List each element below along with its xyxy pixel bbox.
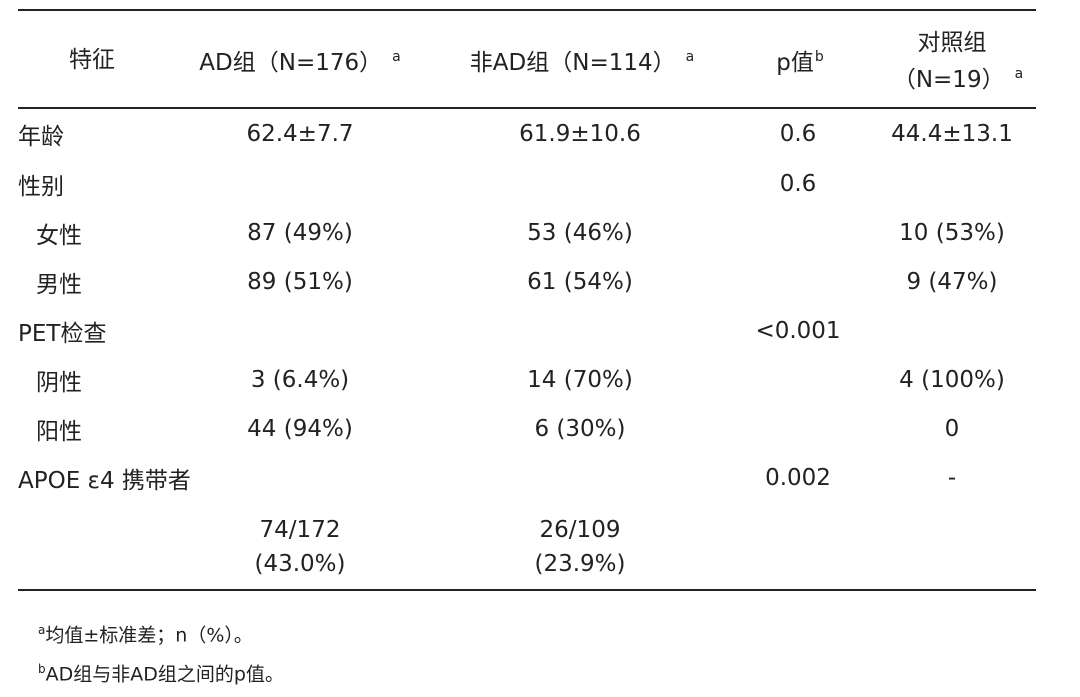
row-label: PET检查 — [18, 321, 107, 347]
cell-line: (23.9%) — [534, 551, 626, 577]
superscript: a — [685, 49, 695, 66]
superscript: a — [1014, 66, 1024, 83]
row-label: 女性 — [36, 223, 82, 249]
top-rule — [18, 9, 1036, 11]
header-text: （N=19） — [892, 66, 1005, 93]
cell: 3 (6.4%) — [250, 367, 350, 393]
cell: 87 (49%) — [247, 220, 353, 246]
footnote-marker: a — [38, 623, 46, 638]
header-text: AD组（N=176） — [199, 49, 383, 76]
footnote: bAD组与非AD组之间的p值。 — [38, 660, 284, 687]
cell: 44 (94%) — [247, 416, 353, 442]
header-cell: 非AD组（N=114） a — [470, 40, 694, 80]
footnote-marker: b — [38, 662, 46, 677]
cell: 74/172 (43.0%) — [254, 513, 345, 581]
cell: 53 (46%) — [527, 220, 633, 246]
row-label: APOE ε4 携带者 — [18, 468, 191, 494]
superscript: a — [392, 49, 401, 66]
cell: 9 (47%) — [906, 269, 998, 295]
cell: 62.4±7.7 — [246, 121, 354, 147]
header-cell: 特征 — [69, 47, 115, 73]
header-cell: 对照组 — [917, 30, 987, 56]
header-rule — [18, 107, 1036, 109]
header-cell: （N=19） a — [893, 57, 1023, 97]
superscript: b — [814, 49, 824, 66]
header-cell: AD组（N=176） a — [199, 40, 400, 80]
cell: 44.4±13.1 — [891, 121, 1013, 147]
header-text: p值 — [776, 49, 814, 76]
row-label: 男性 — [36, 272, 82, 298]
cell: 4 (100%) — [899, 367, 1005, 393]
cell: <0.001 — [755, 318, 841, 344]
footnote-text: 均值±标准差；n（%）。 — [45, 624, 253, 647]
row-label: 阴性 — [36, 370, 82, 396]
cell: 0.002 — [765, 465, 831, 491]
header-cell: p值b — [776, 40, 824, 80]
cell: 61.9±10.6 — [519, 121, 641, 147]
footnote-text: AD组与非AD组之间的p值。 — [45, 663, 284, 686]
bottom-rule — [18, 589, 1036, 591]
cell-line: (43.0%) — [254, 551, 346, 577]
row-label: 阳性 — [36, 419, 82, 445]
cell-line: 26/109 — [539, 517, 621, 543]
cell: - — [947, 465, 957, 491]
cell: 6 (30%) — [534, 416, 626, 442]
cell: 0.6 — [779, 171, 817, 197]
row-label: 年龄 — [18, 124, 64, 150]
cell: 0.6 — [779, 121, 817, 147]
header-text: 非AD组（N=114） — [469, 49, 676, 76]
cell: 0 — [944, 416, 960, 442]
footnote: a均值±标准差；n（%）。 — [38, 621, 253, 648]
cell: 61 (54%) — [527, 269, 633, 295]
row-label: 性别 — [18, 174, 64, 200]
cell: 89 (51%) — [247, 269, 353, 295]
cell: 26/109 (23.9%) — [534, 513, 625, 581]
cell-line: 74/172 — [259, 517, 341, 543]
cell: 14 (70%) — [527, 367, 633, 393]
cell: 10 (53%) — [899, 220, 1005, 246]
